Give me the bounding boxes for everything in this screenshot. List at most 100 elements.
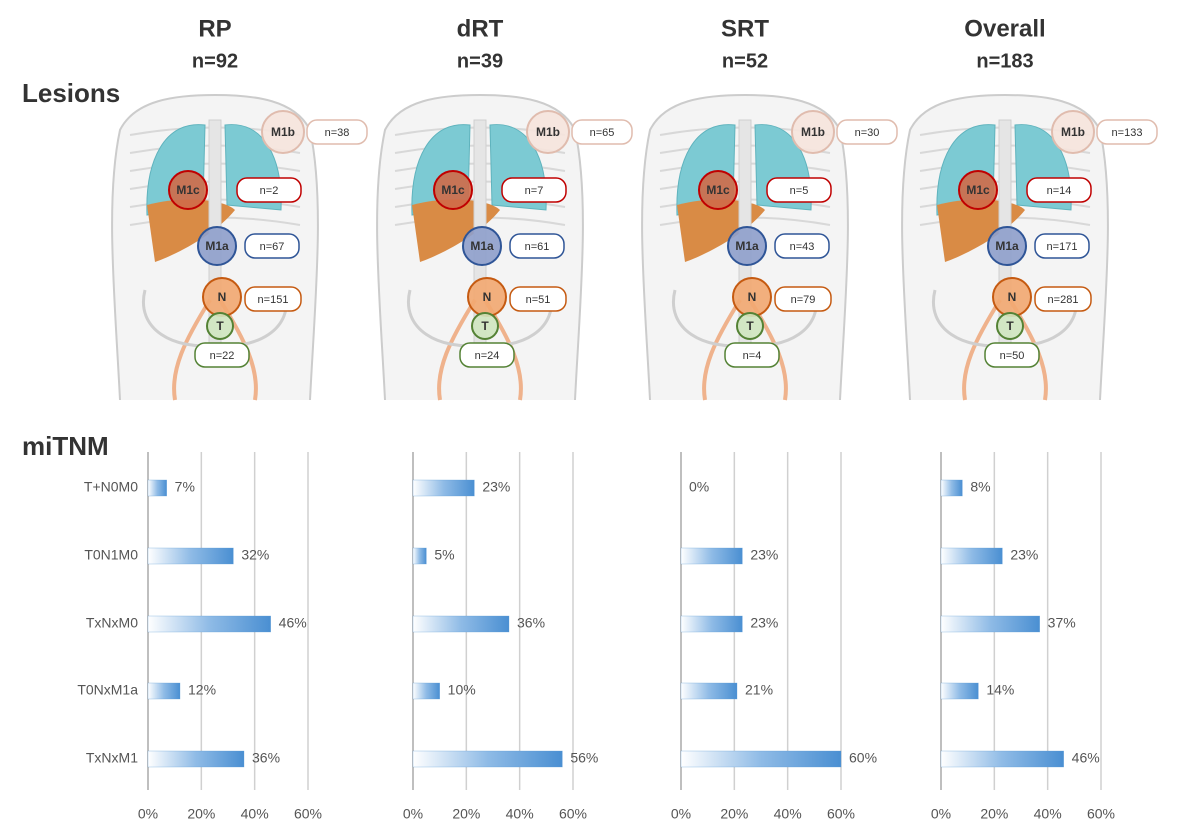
bar — [940, 615, 1040, 633]
lesion-marker — [791, 110, 835, 154]
column-subtitle: n=39 — [457, 50, 503, 72]
bar — [680, 750, 842, 768]
x-tick-label: 20% — [980, 806, 1008, 822]
x-tick-label: 0% — [138, 806, 158, 822]
value-label: 32% — [241, 547, 269, 563]
value-label: 5% — [434, 547, 454, 563]
column-subtitle: n=52 — [722, 50, 768, 72]
lesion-count-box — [244, 286, 302, 312]
value-label: 60% — [849, 750, 877, 766]
value-label: 12% — [188, 682, 216, 698]
lesion-count: n=24 — [475, 350, 500, 362]
lesion-count: n=30 — [855, 127, 880, 139]
bar — [147, 479, 167, 497]
bar — [147, 615, 271, 633]
lesion-marker — [958, 170, 998, 210]
lesion-count-box — [1026, 177, 1092, 203]
category-label: TxNxM0 — [86, 615, 138, 631]
value-label: 7% — [175, 479, 195, 495]
bar — [412, 547, 427, 565]
value-label: 23% — [750, 615, 778, 631]
lesion-stage: M1a — [470, 239, 494, 253]
lesion-count-box — [774, 233, 830, 259]
lesion-count-box — [724, 342, 780, 368]
lesion-count-box — [501, 177, 567, 203]
column-title: SRT — [721, 15, 769, 42]
lesion-stage: M1b — [536, 125, 560, 139]
lesion-count: n=14 — [1047, 185, 1072, 197]
lesion-stage: N — [483, 290, 492, 304]
lesion-marker — [987, 226, 1027, 266]
lesion-marker — [206, 312, 234, 340]
bar — [147, 547, 234, 565]
lesion-stage: M1c — [706, 183, 730, 197]
lesion-marker — [1051, 110, 1095, 154]
x-tick-label: 60% — [1087, 806, 1115, 822]
bar — [680, 682, 738, 700]
bar — [940, 750, 1064, 768]
lesion-count: n=151 — [258, 294, 289, 306]
x-tick-label: 0% — [931, 806, 951, 822]
lesion-count-box — [1096, 119, 1158, 145]
lesion-count: n=133 — [1112, 127, 1143, 139]
lesion-stage: T — [746, 319, 754, 333]
lesion-marker — [433, 170, 473, 210]
lesion-stage: M1c — [441, 183, 465, 197]
value-label: 10% — [448, 682, 476, 698]
x-tick-label: 40% — [774, 806, 802, 822]
lesion-count: n=171 — [1047, 241, 1078, 253]
lesion-count-box — [1034, 233, 1090, 259]
value-label: 36% — [517, 615, 545, 631]
bar — [412, 750, 563, 768]
lesion-count-box — [509, 233, 565, 259]
lesion-marker — [462, 226, 502, 266]
lesion-marker — [727, 226, 767, 266]
value-label: 46% — [1072, 750, 1100, 766]
lesion-stage: M1b — [801, 125, 825, 139]
value-label: 14% — [986, 682, 1014, 698]
lesion-stage: N — [218, 290, 227, 304]
lesion-count-box — [1034, 286, 1092, 312]
lesion-count-box — [459, 342, 515, 368]
column-title: dRT — [457, 15, 504, 42]
lesion-count-box — [194, 342, 250, 368]
value-label: 46% — [279, 615, 307, 631]
lesion-count-box — [236, 177, 302, 203]
x-tick-label: 60% — [294, 806, 322, 822]
lesion-count-box — [244, 233, 300, 259]
x-tick-label: 20% — [720, 806, 748, 822]
lesion-stage: T — [481, 319, 489, 333]
bar — [940, 682, 979, 700]
lesion-count: n=2 — [260, 185, 279, 197]
value-label: 36% — [252, 750, 280, 766]
lesion-count-box — [836, 119, 898, 145]
lesion-stage: T — [216, 319, 224, 333]
bar — [147, 682, 181, 700]
row-label: miTNM — [22, 431, 109, 461]
lesion-count-box — [509, 286, 567, 312]
lesion-count: n=22 — [210, 350, 235, 362]
lesion-marker — [996, 312, 1024, 340]
lesion-stage: M1b — [1061, 125, 1085, 139]
column-subtitle: n=183 — [976, 50, 1033, 72]
value-label: 56% — [570, 750, 598, 766]
lesion-marker — [471, 312, 499, 340]
lesion-stage: M1a — [995, 239, 1019, 253]
bar — [147, 750, 245, 768]
lesion-count: n=43 — [790, 241, 815, 253]
lesion-stage: M1a — [205, 239, 229, 253]
row-label: Lesions — [22, 78, 120, 108]
value-label: 23% — [750, 547, 778, 563]
lesion-stage: M1a — [735, 239, 759, 253]
lesion-marker — [261, 110, 305, 154]
bar — [680, 547, 743, 565]
value-label: 21% — [745, 682, 773, 698]
bar — [412, 479, 475, 497]
body-diagram — [901, 93, 1109, 401]
bar — [412, 682, 440, 700]
value-label: 23% — [482, 479, 510, 495]
category-label: TxNxM1 — [86, 750, 138, 766]
x-tick-label: 40% — [506, 806, 534, 822]
lesion-count: n=61 — [525, 241, 550, 253]
